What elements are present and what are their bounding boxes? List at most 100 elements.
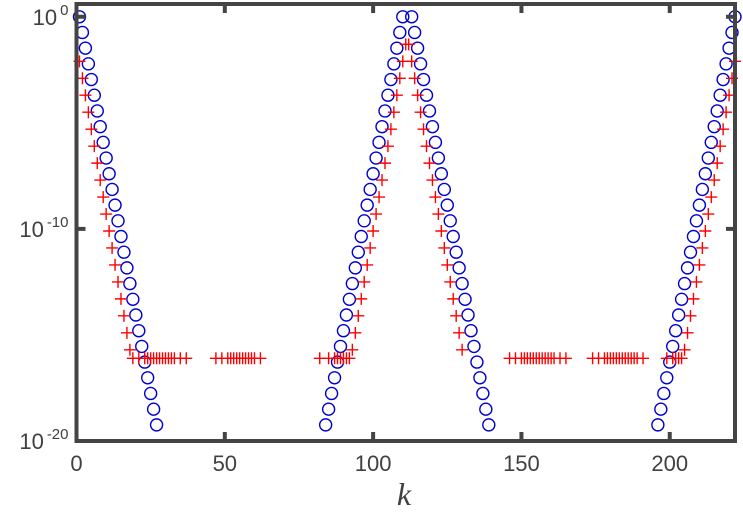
plus-point <box>120 326 133 339</box>
y-tick-label: 10 -10 <box>19 214 68 242</box>
x-tick-label: 150 <box>503 451 540 476</box>
circle-point <box>378 104 392 118</box>
circle-point <box>440 198 454 212</box>
plus-point <box>441 258 454 271</box>
plus-point <box>180 352 193 365</box>
circle-point <box>710 104 724 118</box>
plus-point <box>417 123 430 136</box>
circle-point <box>143 386 158 401</box>
circle-point <box>149 418 164 432</box>
plus-point <box>378 157 391 170</box>
circle-point <box>449 245 463 259</box>
plus-point <box>109 258 122 271</box>
circle-point <box>369 151 383 165</box>
circle-point <box>393 25 407 40</box>
plus-point <box>720 106 733 119</box>
circle-point <box>725 25 739 40</box>
circle-point <box>357 214 371 228</box>
circle-point <box>707 119 721 134</box>
plus-point <box>420 140 433 153</box>
plus-point <box>88 140 101 153</box>
circle-point <box>692 198 707 212</box>
circle-point <box>695 182 710 197</box>
y-tick-exponent: 0 <box>60 2 68 19</box>
plus-point <box>411 89 424 102</box>
plus-point <box>364 241 377 254</box>
circle-point <box>96 135 110 150</box>
circle-point <box>434 167 449 181</box>
circle-point <box>336 324 351 338</box>
plus-point <box>637 352 650 365</box>
plus-point <box>426 174 439 187</box>
plus-point <box>714 140 727 153</box>
circle-point <box>689 214 704 228</box>
plus-point <box>254 352 267 365</box>
plus-point <box>117 309 130 322</box>
plus-point <box>97 191 110 204</box>
plus-point <box>349 326 362 339</box>
plus-point <box>405 55 418 68</box>
circle-point <box>651 418 665 432</box>
plus-point <box>693 258 706 271</box>
plus-point <box>370 208 383 221</box>
y-tick-base: 10 <box>33 5 57 30</box>
circle-point <box>363 182 377 197</box>
plus-point <box>352 309 365 322</box>
plus-point <box>103 225 116 238</box>
circle-point <box>464 324 478 338</box>
plus-point <box>387 106 400 119</box>
plus-point <box>678 343 691 356</box>
circle-point <box>140 371 155 385</box>
circle-point <box>657 386 671 401</box>
plus-point <box>408 72 421 85</box>
circle-series <box>72 10 742 432</box>
circle-point <box>126 292 140 307</box>
circle-point <box>666 339 680 354</box>
circle-point <box>467 339 481 354</box>
y-tick-label: 10 -20 <box>19 426 68 454</box>
circle-point <box>410 41 425 55</box>
circle-point <box>375 119 389 134</box>
plus-point <box>435 225 448 238</box>
plus-point <box>690 275 703 288</box>
plus-point <box>384 123 397 136</box>
circle-point <box>90 104 104 118</box>
plus-point <box>79 89 92 102</box>
circle-point <box>455 276 469 291</box>
plus-point <box>453 326 466 339</box>
plus-point <box>414 106 427 119</box>
circle-point <box>701 151 716 165</box>
circle-point <box>78 41 93 55</box>
circle-point <box>654 402 668 416</box>
plus-point <box>681 326 694 339</box>
circle-point <box>390 41 404 55</box>
plus-point <box>100 208 113 221</box>
circle-point <box>660 371 674 385</box>
x-tick-label: 0 <box>70 451 82 476</box>
circle-point <box>680 261 695 275</box>
circle-point <box>354 229 368 244</box>
plus-point <box>708 174 721 187</box>
plus-point <box>423 157 436 170</box>
circle-point <box>327 371 342 385</box>
plus-point <box>358 275 371 288</box>
circle-point <box>123 276 137 291</box>
circle-point <box>470 355 484 369</box>
plus-point <box>376 174 389 187</box>
circle-point <box>698 167 713 181</box>
circle-point <box>324 386 339 401</box>
plus-point <box>390 89 403 102</box>
plus-point <box>381 140 394 153</box>
circle-point <box>476 386 490 401</box>
plus-point <box>559 352 572 365</box>
circle-point <box>428 135 443 150</box>
circle-point <box>372 135 386 150</box>
circle-point <box>132 324 146 338</box>
circle-point <box>129 308 143 322</box>
x-tick-label: 50 <box>213 451 237 476</box>
circle-point <box>387 57 401 71</box>
plus-point <box>429 191 442 204</box>
plus-point <box>447 292 460 305</box>
circle-point <box>342 292 357 307</box>
plus-point <box>699 225 712 238</box>
